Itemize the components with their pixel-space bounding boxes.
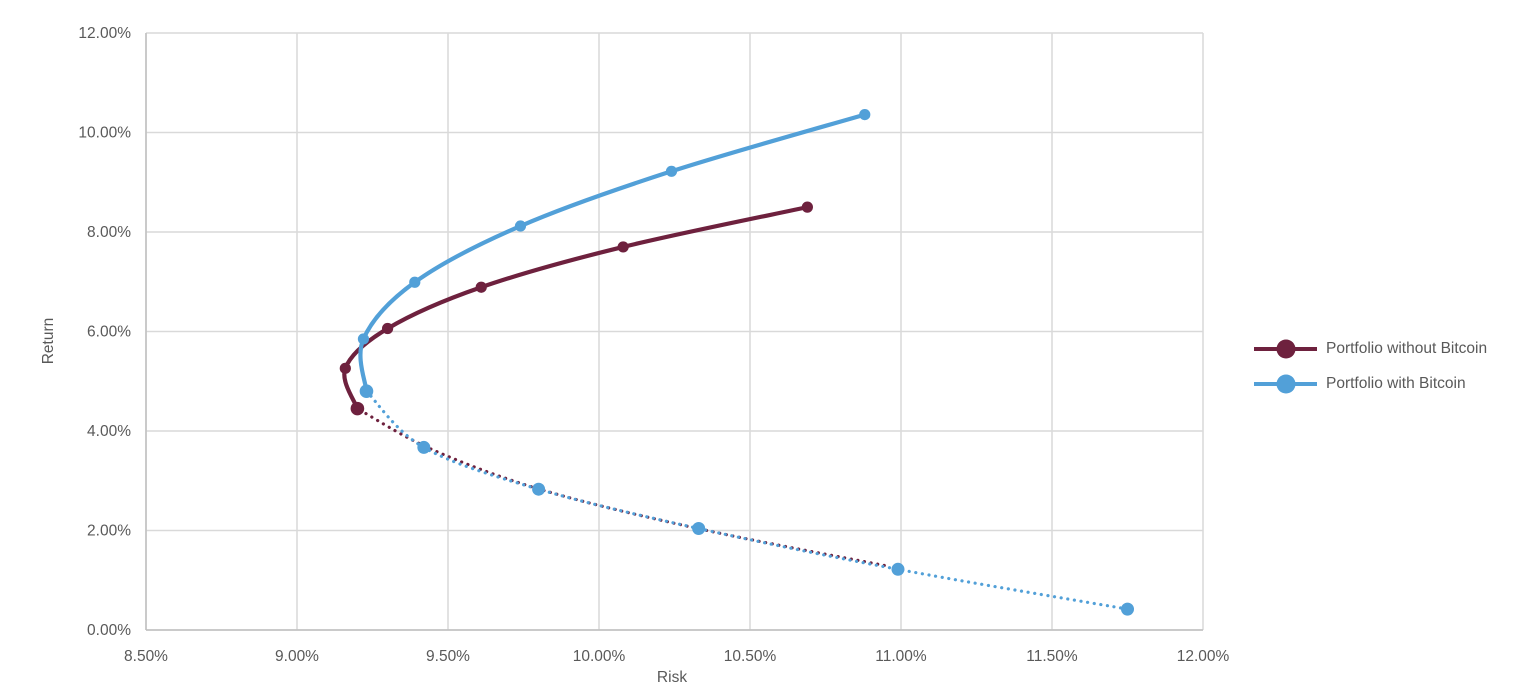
legend-item-portfolio-without-bitcoin: Portfolio without Bitcoin bbox=[1254, 331, 1487, 366]
x-tick-label: 10.50% bbox=[724, 648, 777, 665]
legend-marker-icon bbox=[1276, 339, 1295, 358]
series-line-without-bitcoin bbox=[342, 205, 810, 411]
x-tick-label: 11.00% bbox=[875, 648, 927, 665]
series-markers-without-bitcoin bbox=[339, 201, 813, 416]
legend-swatch-without-bitcoin bbox=[1254, 338, 1317, 359]
x-tick-label: 12.00% bbox=[1177, 648, 1230, 665]
x-axis-title: Risk bbox=[656, 669, 688, 686]
x-tick-label: 8.50% bbox=[124, 648, 168, 665]
legend-swatch-with-bitcoin bbox=[1254, 373, 1317, 394]
x-tick-labels: 8.50% 9.00% 9.50% 10.00% 10.50% 11.00% 11.50% 1… bbox=[124, 648, 1229, 665]
legend: Portfolio without Bitcoin Portfolio with… bbox=[1254, 331, 1487, 401]
y-tick-label: 12.00% bbox=[78, 25, 131, 42]
legend-marker-icon bbox=[1276, 374, 1295, 393]
x-tick-label: 10.00% bbox=[573, 648, 626, 665]
x-tick-label: 11.50% bbox=[1026, 648, 1078, 665]
x-tick-label: 9.50% bbox=[426, 648, 470, 665]
y-axis-title: Return bbox=[40, 317, 57, 365]
x-tick-label: 9.00% bbox=[275, 648, 319, 665]
gridlines bbox=[145, 32, 1204, 631]
y-tick-label: 0.00% bbox=[87, 622, 131, 639]
series-line-with-bitcoin bbox=[358, 112, 867, 394]
y-tick-label: 4.00% bbox=[87, 423, 131, 440]
y-tick-label: 2.00% bbox=[87, 523, 131, 540]
axis-lines bbox=[145, 33, 1203, 631]
series-markers-with-bitcoin bbox=[357, 108, 1134, 616]
y-tick-label: 6.00% bbox=[87, 324, 131, 341]
y-tick-labels: 0.00% 2.00% 4.00% 6.00% 8.00% 10.00% 12.00% bbox=[78, 25, 131, 639]
y-tick-label: 8.00% bbox=[87, 224, 131, 241]
series-dotted-line-with-bitcoin bbox=[364, 389, 1130, 611]
legend-label-portfolio-with-bitcoin: Portfolio with Bitcoin bbox=[1326, 374, 1466, 392]
series-dotted-line-without-bitcoin bbox=[355, 407, 891, 568]
legend-item-portfolio-with-bitcoin: Portfolio with Bitcoin bbox=[1254, 366, 1487, 401]
y-tick-label: 10.00% bbox=[78, 125, 131, 142]
legend-label-portfolio-without-bitcoin: Portfolio without Bitcoin bbox=[1326, 339, 1488, 357]
